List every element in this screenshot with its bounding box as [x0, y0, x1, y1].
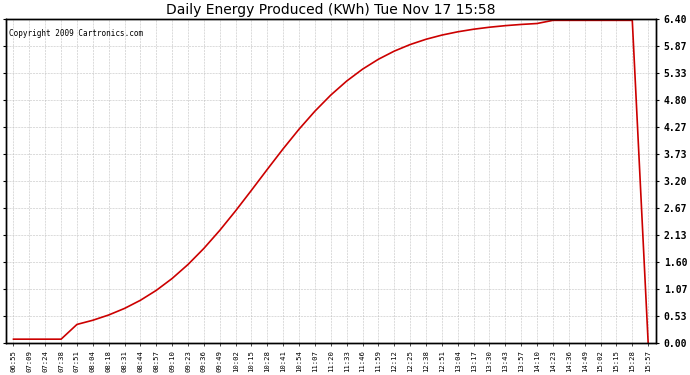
Text: Copyright 2009 Cartronics.com: Copyright 2009 Cartronics.com [9, 29, 143, 38]
Title: Daily Energy Produced (KWh) Tue Nov 17 15:58: Daily Energy Produced (KWh) Tue Nov 17 1… [166, 3, 495, 17]
